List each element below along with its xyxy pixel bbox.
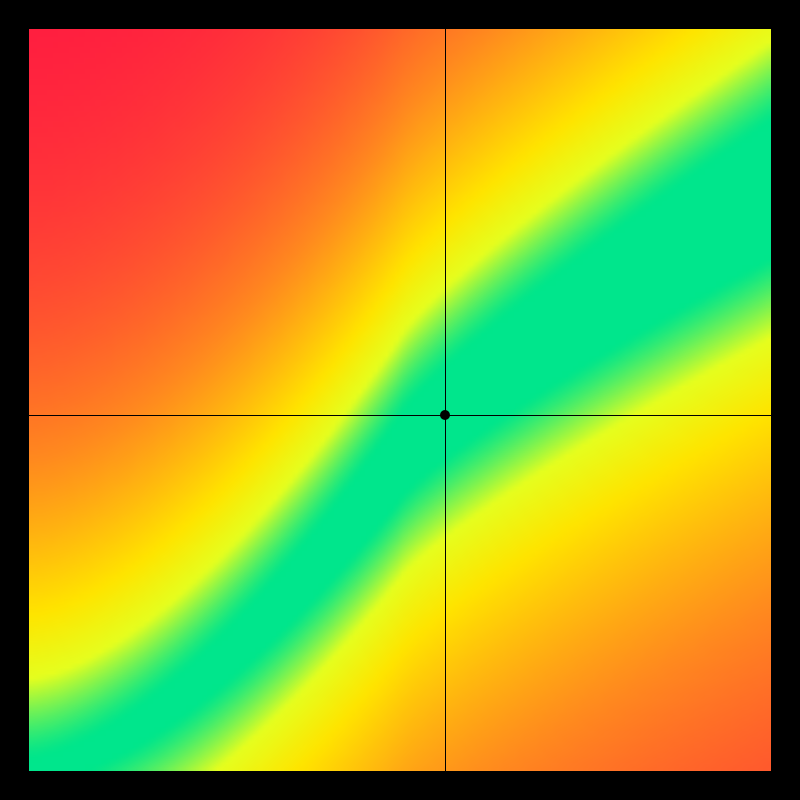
chart-container: TheBottleneck.com: [0, 0, 800, 800]
watermark-text: TheBottleneck.com: [600, 4, 788, 30]
heatmap-canvas: [29, 29, 771, 771]
heatmap-plot: [29, 29, 771, 771]
